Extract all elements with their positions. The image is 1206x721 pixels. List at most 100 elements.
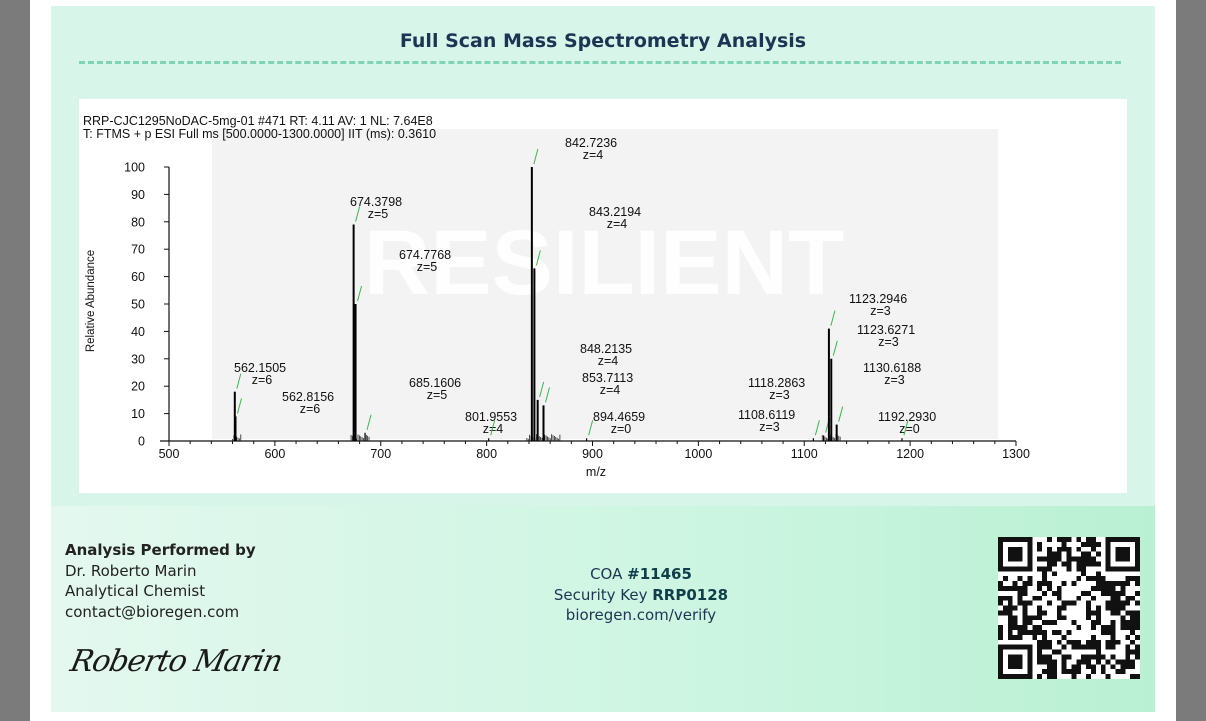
peak-charge-label: z=4 xyxy=(583,148,604,162)
performed-by-heading: Analysis Performed by xyxy=(65,541,256,559)
peak-charge-label: z=4 xyxy=(600,383,621,397)
security-label: Security Key xyxy=(553,585,648,604)
peak-marker xyxy=(237,398,242,414)
peak-mz-label: 562.1505 xyxy=(234,361,286,375)
coa-page: Full Scan Mass Spectrometry Analysis RES… xyxy=(30,0,1176,721)
watermark-text: RESILIENT xyxy=(364,212,844,314)
peak-mz-label: 1123.2946 xyxy=(849,292,907,306)
peak-charge-label: z=3 xyxy=(769,388,790,402)
y-tick-label: 90 xyxy=(131,188,145,202)
spectrum-header-line1: RRP-CJC1295NoDAC-5mg-01 #471 RT: 4.11 AV… xyxy=(83,114,433,128)
analyst-block: Analysis Performed by Dr. Roberto Marin … xyxy=(65,540,256,622)
signature: Roberto Marin xyxy=(67,644,286,679)
peak-marker xyxy=(814,420,820,436)
peak-marker xyxy=(830,310,836,326)
x-axis-label: m/z xyxy=(586,465,606,479)
peak-charge-label: z=4 xyxy=(598,354,619,368)
peak-charge-label: z=5 xyxy=(368,207,389,221)
x-tick-label: 800 xyxy=(476,447,497,461)
y-tick-label: 60 xyxy=(131,270,145,284)
peak-charge-label: z=3 xyxy=(759,420,780,434)
x-tick-label: 700 xyxy=(370,447,391,461)
spectrum-svg: RESILIENT RRP-CJC1295NoDAC-5mg-01 #471 R… xyxy=(83,114,1030,479)
x-tick-label: 1100 xyxy=(791,447,818,461)
peak-charge-label: z=3 xyxy=(878,335,899,349)
axes-group: 0 10 20 30 40 50 60 70 80 90 100 500 600 700 800 900 100… xyxy=(124,161,1030,462)
peak-charge-label: z=3 xyxy=(884,373,905,387)
security-line: Security Key RRP0128 xyxy=(431,585,851,606)
analyst-role: Analytical Chemist xyxy=(65,582,206,600)
chart-background-watermark-area xyxy=(212,129,998,439)
peak-marker xyxy=(535,250,541,266)
peak-charge-label: z=4 xyxy=(607,217,628,231)
x-tick-label: 1000 xyxy=(684,447,712,461)
peak-marker xyxy=(533,148,539,165)
y-tick-label: 10 xyxy=(131,407,145,421)
peak-marker xyxy=(355,206,361,222)
peak-mz-label: 562.8156 xyxy=(282,390,334,404)
peak-mz-label: 1118.2863 xyxy=(748,376,805,390)
peak-marker xyxy=(838,406,844,422)
peak-mz-label: 894.4659 xyxy=(593,410,645,424)
verify-url: bioregen.com/verify xyxy=(565,606,717,624)
peak-mz-label: 853.7113 xyxy=(582,371,633,385)
peak-charge-label: z=6 xyxy=(252,373,273,387)
analyst-name: Dr. Roberto Marin xyxy=(65,561,197,580)
spectrum-header-line2: T: FTMS + p ESI Full ms [500.0000-1300.0… xyxy=(83,127,436,141)
peak-charge-label: z=3 xyxy=(870,304,891,318)
coa-label: COA xyxy=(590,565,623,583)
peak-charge-label: z=5 xyxy=(417,260,438,274)
peak-marker xyxy=(539,381,545,398)
report-title: Full Scan Mass Spectrometry Analysis xyxy=(399,30,807,52)
coa-number: #11465 xyxy=(627,565,692,583)
peak-marker xyxy=(545,387,550,403)
peak-charge-label: z=4 xyxy=(483,422,504,436)
spectrum-panel: Full Scan Mass Spectrometry Analysis RES… xyxy=(51,6,1155,506)
peak-mz-label: 1123.6271 xyxy=(857,323,915,337)
peak-mz-label: 848.2135 xyxy=(580,342,632,356)
peak-mz-label: 843.2194 xyxy=(589,205,641,219)
peak-mz-label: 1130.6188 xyxy=(863,361,921,375)
peak-charge-label: z=6 xyxy=(300,402,321,416)
y-tick-label: 0 xyxy=(138,435,145,449)
title-divider xyxy=(79,61,1121,64)
peak-marker xyxy=(588,420,594,436)
y-tick-label: 70 xyxy=(131,243,145,257)
analyst-email: contact@bioregen.com xyxy=(65,602,240,621)
x-tick-label: 1300 xyxy=(1002,447,1030,461)
peak-marker xyxy=(357,285,363,302)
peak-mz-label: 1108.6119 xyxy=(738,408,795,422)
coa-line: COA #11465 xyxy=(431,564,851,585)
peak-mz-label: 801.9553 xyxy=(465,410,517,424)
spectrum-chart: RESILIENT RRP-CJC1295NoDAC-5mg-01 #471 R… xyxy=(79,99,1127,493)
x-tick-label: 600 xyxy=(264,447,285,461)
peak-marker xyxy=(366,414,372,430)
peak-marker xyxy=(490,420,496,436)
peak-marker xyxy=(832,340,838,356)
peak-mz-label: 674.3798 xyxy=(350,195,402,209)
x-tick-label: 900 xyxy=(582,447,603,461)
security-key: RRP0128 xyxy=(652,585,729,604)
peak-marker xyxy=(236,373,242,389)
y-tick-label: 40 xyxy=(131,325,145,339)
x-tick-label: 1200 xyxy=(896,447,924,461)
coa-block: COA #11465 Security Key RRP0128 bioregen… xyxy=(431,564,851,626)
peak-mz-label: 842.7236 xyxy=(565,136,617,150)
peak-charge-label: z=5 xyxy=(427,388,448,402)
peak-mz-label: 685.1606 xyxy=(409,376,461,390)
peaks-group: 562.1505z=6562.8156z=6674.3798z=5674.776… xyxy=(232,136,936,441)
peak-charge-label: z=0 xyxy=(611,422,632,436)
peak-mz-label: 1192.2930 xyxy=(878,410,936,424)
peak-charge-label: z=0 xyxy=(899,422,920,436)
y-axis-label: Relative Abundance xyxy=(85,250,97,352)
y-tick-label: 100 xyxy=(124,161,145,175)
y-tick-label: 20 xyxy=(131,380,145,394)
y-tick-label: 50 xyxy=(131,298,145,312)
peak-mz-label: 674.7768 xyxy=(399,248,451,262)
footer-section: Analysis Performed by Dr. Roberto Marin … xyxy=(51,506,1155,712)
qr-code-icon[interactable] xyxy=(998,537,1140,679)
y-tick-label: 30 xyxy=(131,352,145,366)
y-tick-label: 80 xyxy=(131,215,145,229)
peak-marker xyxy=(903,420,909,436)
x-tick-label: 500 xyxy=(159,447,180,461)
